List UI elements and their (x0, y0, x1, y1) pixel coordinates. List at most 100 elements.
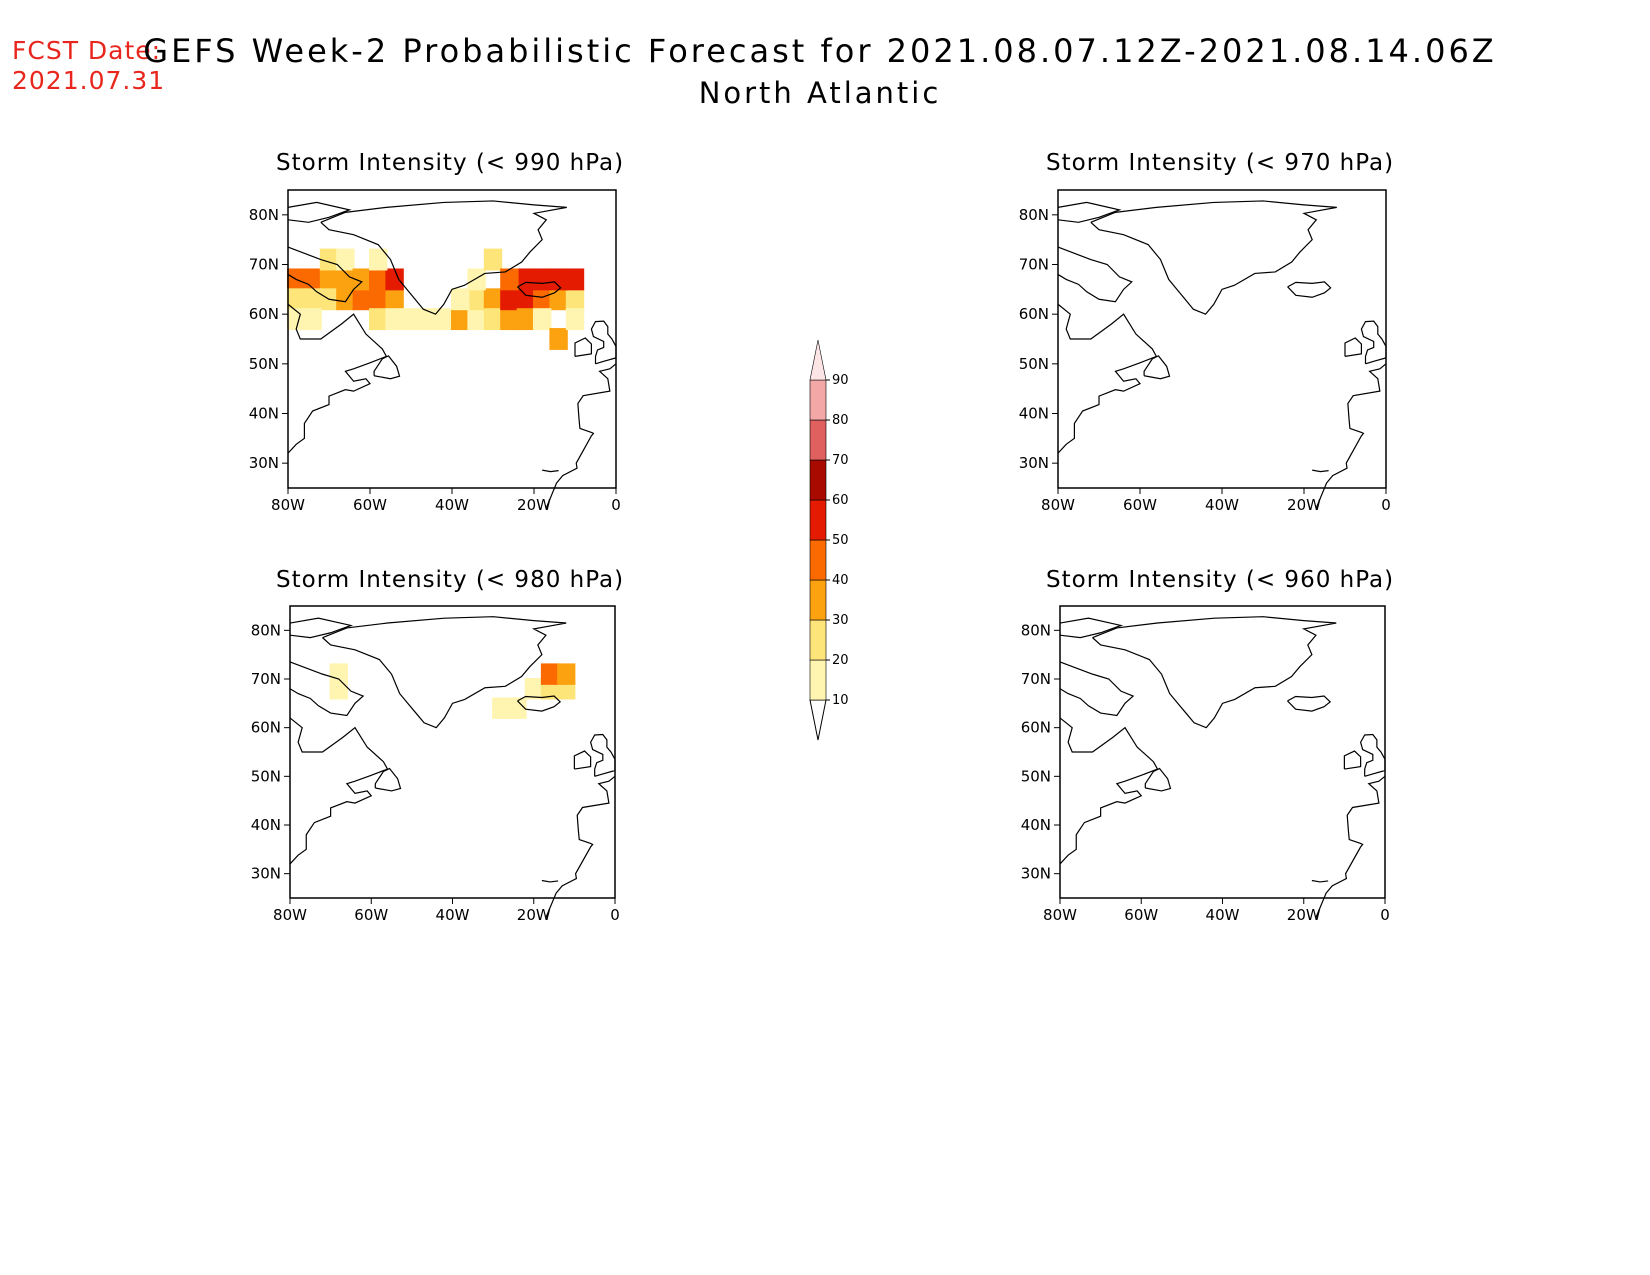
lon-tick-label: 20W (1287, 906, 1321, 924)
lon-tick-label: 20W (1287, 496, 1321, 514)
probability-cell (319, 248, 339, 271)
probability-cell (500, 268, 519, 291)
lat-tick-label: 70N (1019, 256, 1049, 274)
probability-cell (352, 288, 371, 311)
lat-tick-label: 80N (1021, 621, 1051, 639)
lat-tick-label: 50N (251, 767, 281, 785)
map-panel-990: 80N 70N 60N 50N 40N 30N 80W 60W 40W 20W 0 (249, 189, 621, 514)
coastline-baffin (1059, 661, 1135, 717)
probability-cell (418, 308, 437, 331)
probability-cell (508, 697, 527, 719)
colorbar-segment (809, 619, 827, 661)
region-title: North Atlantic (698, 76, 942, 110)
coastline-northamerica (287, 303, 388, 454)
coastline-ellesmere (289, 617, 354, 639)
probability-cell (500, 288, 519, 311)
coastline-europe (545, 775, 616, 918)
probability-cell (516, 268, 535, 291)
lat-tick-label: 40N (1021, 816, 1051, 834)
lat-tick-label: 30N (1019, 454, 1049, 472)
colorbar-label: 20 (832, 653, 849, 668)
probability-cell (565, 288, 585, 311)
lon-tick-label: 40W (436, 906, 470, 924)
probability-cell (516, 308, 535, 331)
coastline-europe (1315, 363, 1387, 509)
coastline-baffin (289, 661, 365, 717)
lat-tick-label: 60N (249, 305, 279, 323)
coastline-canary (1312, 469, 1329, 473)
probability-cell (451, 288, 470, 311)
colorbar-segment (809, 379, 827, 421)
panel-title-980: Storm Intensity (< 980 hPa) (276, 567, 625, 593)
colorbar-segment (809, 499, 827, 541)
forecast-date-value: 2021.07.31 (12, 66, 166, 95)
lat-tick-label: 80N (251, 621, 281, 639)
probability-cell (369, 248, 388, 271)
colorbar-lower-arrow (809, 699, 827, 741)
probability-cell (385, 308, 404, 331)
probability-cell (385, 288, 404, 311)
probability-cell (336, 268, 355, 291)
probability-cell (483, 308, 503, 331)
coastline-ireland (1343, 750, 1362, 770)
probability-cell (500, 308, 519, 331)
probability-cell (369, 308, 388, 331)
map-frame (1057, 189, 1387, 489)
lat-tick-label: 30N (251, 865, 281, 883)
map-panel-970: 80N 70N 60N 50N 40N 30N 80W 60W 40W 20W 0 (1019, 189, 1391, 514)
map-frame (289, 605, 616, 899)
coastline-ellesmere (287, 201, 352, 223)
panel-title-970: Storm Intensity (< 970 hPa) (1046, 150, 1395, 176)
colorbar-label: 90 (832, 373, 849, 388)
coastline-ireland (574, 337, 592, 357)
lat-tick-label: 30N (249, 454, 279, 472)
probability-cell (303, 268, 322, 291)
lon-tick-label: 80W (1041, 496, 1075, 514)
coastline-greenland (1092, 616, 1337, 729)
coastline-ellesmere (1057, 201, 1122, 223)
probability-cell (533, 308, 552, 331)
coastline-ellesmere (1059, 617, 1124, 639)
colorbar-segment (809, 459, 827, 501)
lon-tick-label: 20W (517, 496, 551, 514)
colorbar-label: 30 (832, 613, 849, 628)
probability-cell (336, 248, 355, 271)
probability-cell (467, 308, 486, 331)
probability-cell (533, 268, 552, 291)
lon-tick-label: 80W (1043, 906, 1077, 924)
lat-tick-label: 40N (251, 816, 281, 834)
probability-cell (434, 308, 453, 331)
probability-cell (467, 288, 486, 311)
coastline-northamerica (1057, 303, 1158, 454)
colorbar-segment (809, 659, 827, 701)
coastline-greenland (1090, 200, 1337, 315)
lon-tick-label: 40W (435, 496, 469, 514)
lat-tick-label: 80N (249, 206, 279, 224)
lon-tick-label: 0 (611, 496, 621, 514)
probability-cell (540, 663, 560, 685)
forecast-date-label: FCST Date: (12, 36, 162, 65)
coastline-britain (1360, 320, 1387, 365)
lon-tick-label: 0 (610, 906, 620, 924)
coastline-britain (589, 733, 616, 777)
coastline-canary (542, 469, 559, 473)
colorbar-segment (809, 419, 827, 461)
probability-cell (549, 328, 568, 350)
map-panel-980: 80N 70N 60N 50N 40N 30N 80W 60W 40W 20W 0 (251, 605, 620, 924)
probability-colorbar: 10 20 30 40 50 60 70 80 90 (809, 339, 849, 741)
lat-tick-label: 70N (251, 670, 281, 688)
probability-cell (467, 268, 486, 291)
coastline-canary (1311, 879, 1329, 883)
lon-tick-label: 60W (354, 906, 388, 924)
lat-tick-label: 60N (1019, 305, 1049, 323)
coastline-newfoundland (374, 767, 402, 792)
lon-tick-label: 80W (273, 906, 307, 924)
colorbar-label: 70 (832, 453, 849, 468)
colorbar-label: 50 (832, 533, 849, 548)
coastline-baffin (287, 246, 363, 303)
probability-cell (533, 288, 552, 311)
forecast-date-block: FCST Date: 2021.07.31 (12, 36, 165, 96)
coastline-newfoundland (1143, 355, 1171, 380)
probability-cell (303, 308, 322, 331)
colorbar-segment (809, 579, 827, 621)
